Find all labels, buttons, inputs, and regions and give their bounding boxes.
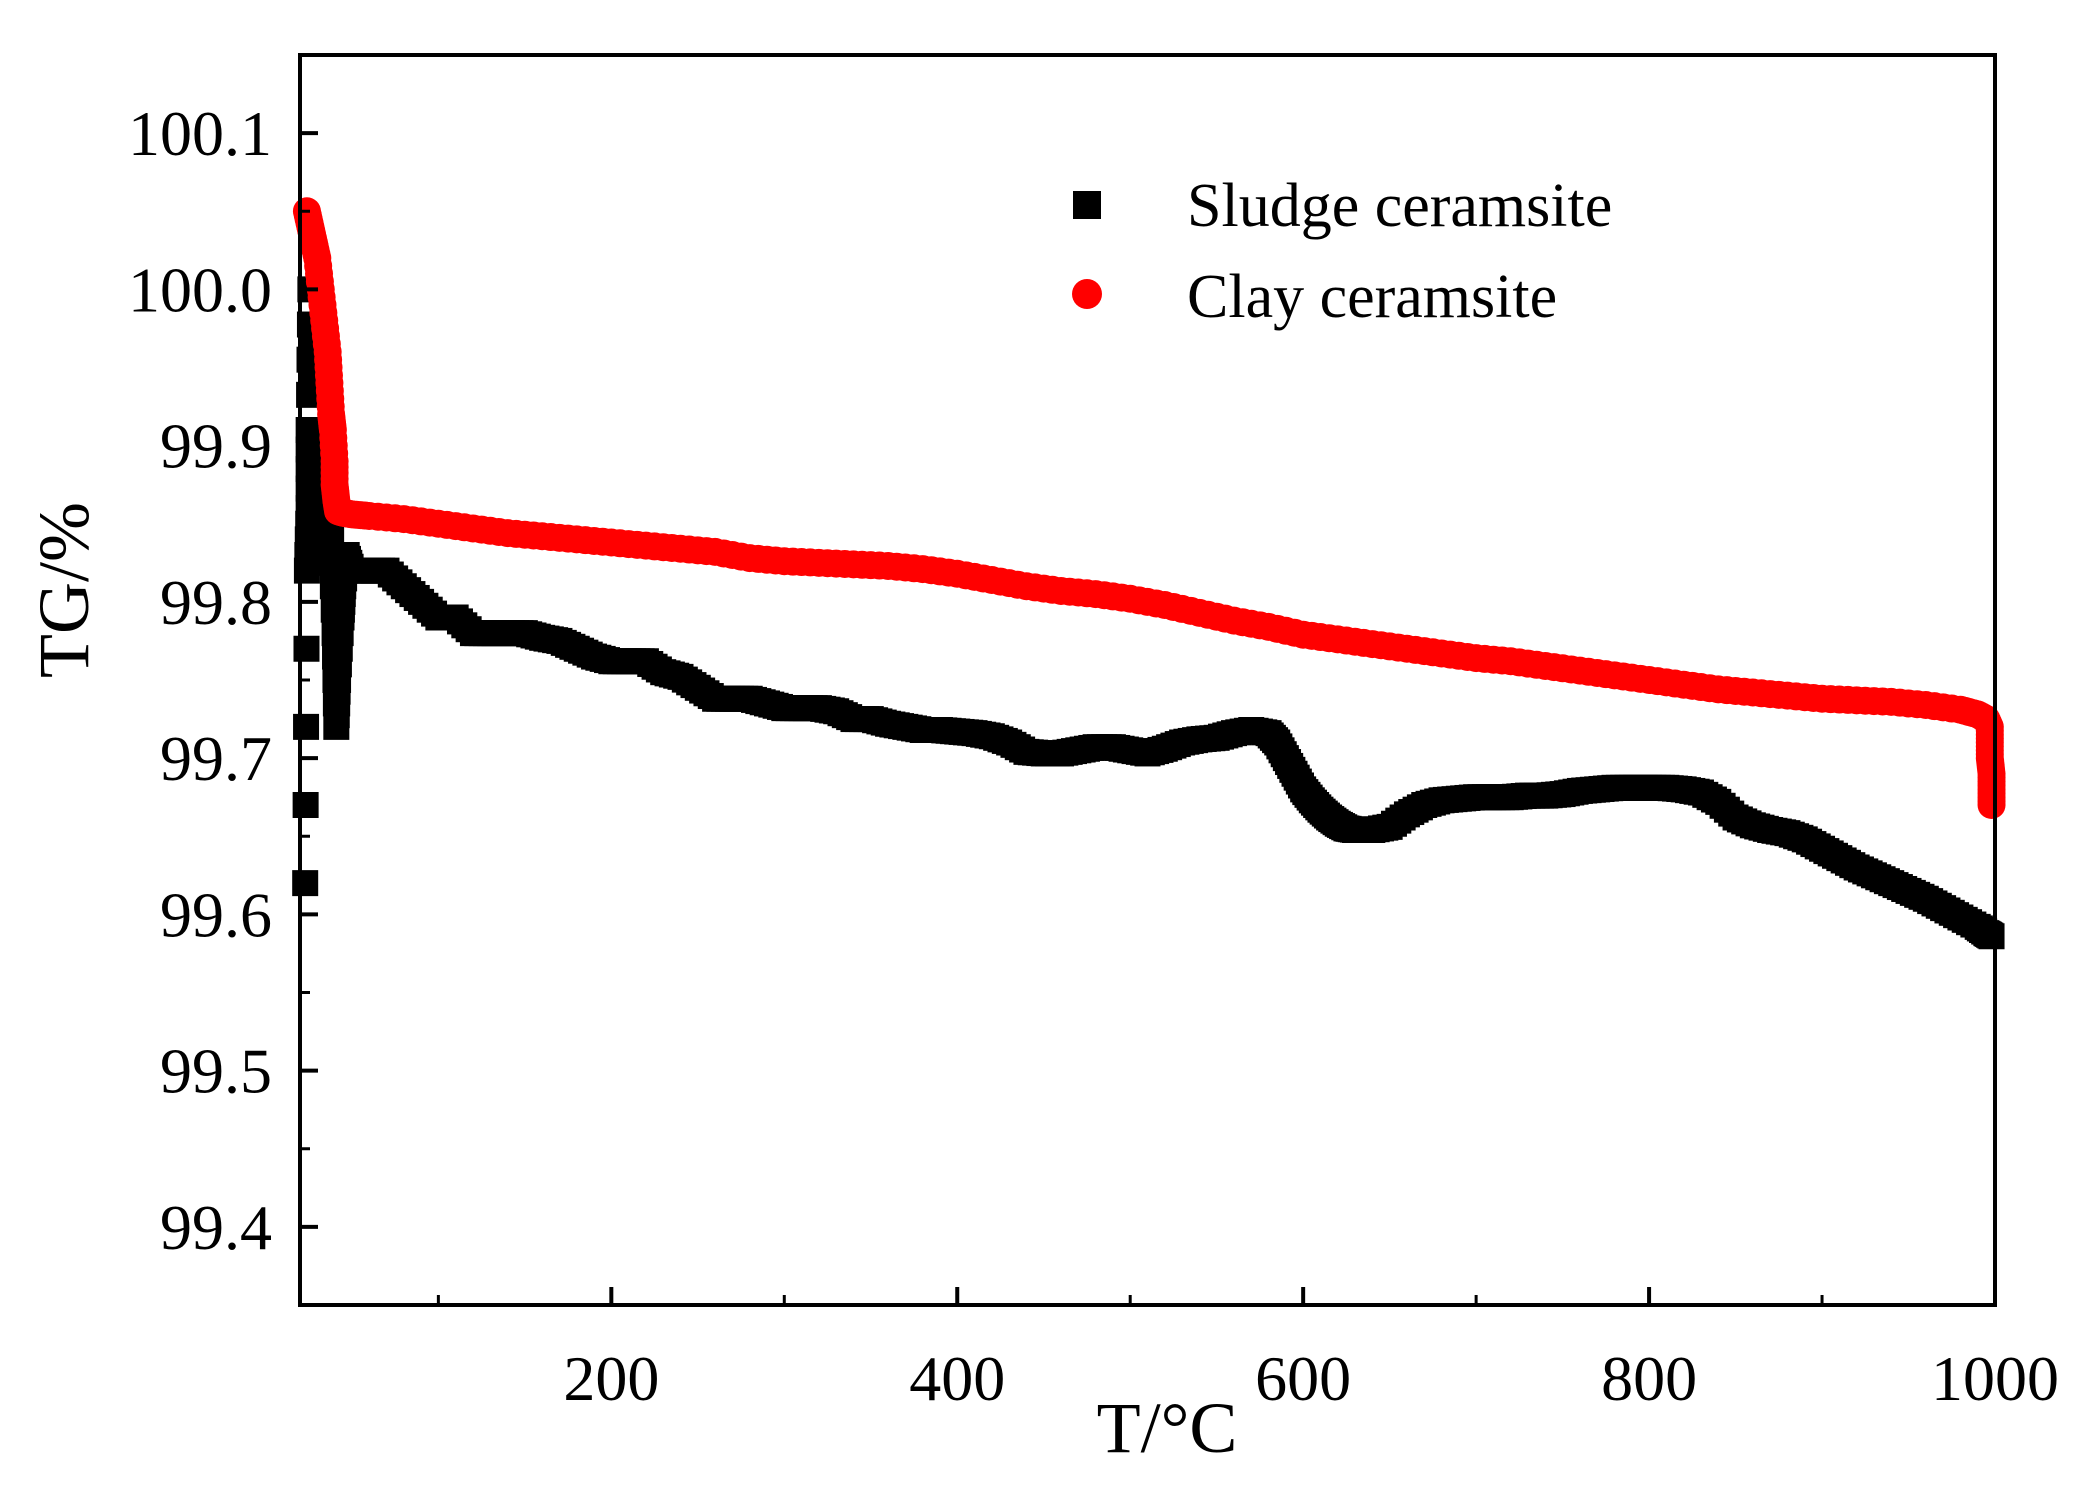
data-point — [293, 713, 320, 740]
y-tick-label: 100.1 — [128, 98, 272, 169]
x-tick-label: 1000 — [1931, 1343, 2059, 1414]
x-tick-label: 400 — [909, 1343, 1005, 1414]
tick-layer: 200 400 600 800 1000 99.4 99.5 99.6 99.7 99.8 99.9… — [128, 53, 2059, 1414]
x-tick-label: 600 — [1255, 1343, 1351, 1414]
y-tick-label: 99.8 — [160, 567, 272, 638]
x-axis-title: T/°C — [1097, 1388, 1238, 1468]
y-tick-label: 99.4 — [160, 1192, 272, 1263]
data-point — [1977, 791, 2006, 819]
y-tick-label: 99.7 — [160, 723, 272, 794]
y-tick-label: 100.0 — [128, 254, 272, 325]
legend: Sludge ceramsite Clay ceramsite — [1072, 172, 1612, 331]
legend-marker-sludge — [1073, 191, 1101, 219]
data-point — [292, 792, 319, 818]
data-point — [1978, 923, 2005, 950]
y-axis-title: TG/% — [24, 502, 104, 678]
x-tick-label: 800 — [1601, 1343, 1697, 1414]
legend-label-clay: Clay ceramsite — [1187, 263, 1557, 331]
series-sludge — [292, 276, 2005, 950]
y-tick-label: 99.9 — [160, 411, 272, 482]
x-tick-label: 200 — [563, 1343, 659, 1414]
legend-marker-clay — [1072, 279, 1102, 309]
data-layer — [292, 197, 2006, 950]
legend-label-sludge: Sludge ceramsite — [1187, 172, 1612, 240]
data-point — [292, 870, 319, 897]
y-tick-label: 99.6 — [160, 879, 272, 950]
data-point — [293, 635, 320, 662]
series-clay — [292, 197, 2006, 819]
y-tick-label: 99.5 — [160, 1036, 272, 1107]
